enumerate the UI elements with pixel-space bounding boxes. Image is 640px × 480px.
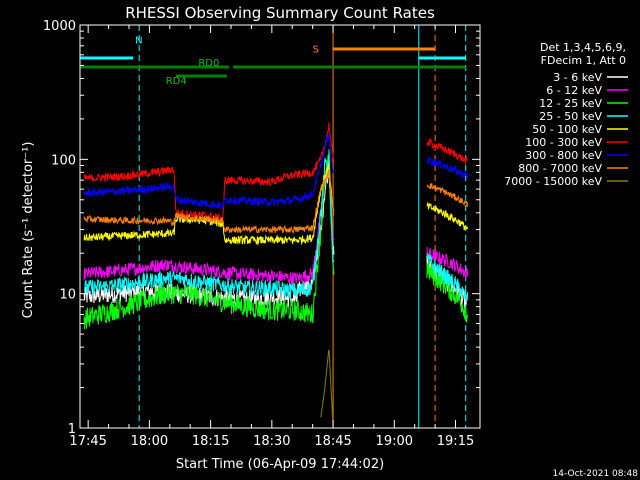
x-tick-label: 18:45 [314, 434, 351, 449]
y-axis-label: Count Rate (s⁻¹ detector⁻¹) [21, 142, 36, 319]
x-axis-label: Start Time (06-Apr-09 17:44:02) [176, 457, 384, 472]
flag-label-rd0: RD0 [198, 58, 219, 69]
series-line-4-1 [426, 202, 469, 231]
series-line-2-1 [426, 260, 469, 323]
legend-label: 12 - 25 keV [539, 97, 602, 110]
x-tick-label: 18:00 [131, 434, 168, 449]
footer-timestamp: 14-Oct-2021 08:48 [553, 469, 639, 479]
legend-label: 300 - 800 keV [525, 149, 602, 162]
legend-header-line: Det 1,3,4,5,6,9, [540, 41, 626, 54]
plot-area: N S RD0 RD4 [80, 25, 469, 428]
series-line-3-1 [426, 253, 469, 303]
series-line-4-0 [83, 163, 335, 246]
series-line-7-1 [426, 182, 469, 207]
legend-label: 800 - 7000 keV [518, 162, 602, 175]
plot-frame [79, 24, 481, 429]
legend-label: 6 - 12 keV [546, 84, 602, 97]
y-tick-label: 1000 [43, 19, 76, 34]
series-line-1-1 [426, 246, 469, 279]
x-tick-label: 18:15 [192, 434, 229, 449]
legend-label: 7000 - 15000 keV [504, 175, 602, 188]
legend-label: 25 - 50 keV [539, 110, 602, 123]
y-tick-label: 10 [59, 288, 76, 303]
legend-label: 100 - 300 keV [525, 136, 602, 149]
x-tick-label: 17:45 [69, 434, 106, 449]
flag-label-n: N [135, 36, 142, 47]
series-line-5-1 [426, 137, 469, 165]
y-tick-label: 100 [51, 153, 76, 168]
series-line-7-0 [83, 168, 335, 235]
flag-label-rd4: RD4 [166, 76, 187, 87]
legend-header-line: FDecim 1, Att 0 [541, 54, 626, 67]
legend-label: 50 - 100 keV [532, 123, 602, 136]
legend-header: Det 1,3,4,5,6,9,FDecim 1, Att 0 [540, 41, 626, 67]
chart-title: RHESSI Observing Summary Count Rates [125, 4, 435, 22]
x-tick-label: 19:00 [376, 434, 413, 449]
flag-label-s: S [313, 45, 319, 56]
y-tick-label: 1 [68, 422, 76, 437]
legend-label: 3 - 6 keV [553, 71, 602, 84]
series-line-1-0 [83, 155, 335, 285]
x-tick-label: 18:30 [253, 434, 290, 449]
series-line-8-0 [320, 349, 334, 428]
axes: 1 10 100 1000 17:45 18:00 18:15 18:30 18:45 19:00… [43, 19, 481, 449]
series-line-6-0 [83, 132, 335, 210]
series-line-3-0 [83, 151, 335, 299]
x-tick-label: 19:15 [437, 434, 474, 449]
series-line-6-1 [426, 156, 469, 179]
series-line-2-0 [83, 149, 335, 330]
